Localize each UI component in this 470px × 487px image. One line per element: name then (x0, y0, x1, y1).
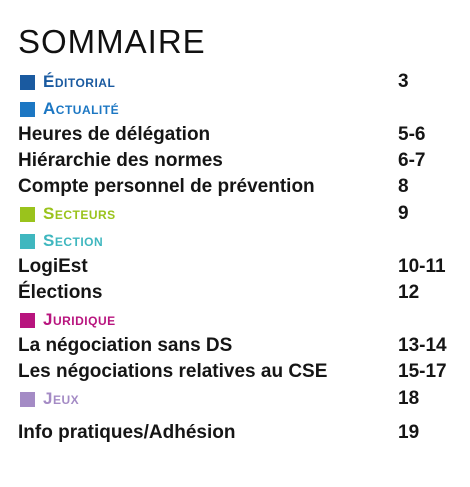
toc-entry[interactable]: Hiérarchie des normes 6-7 (18, 148, 458, 174)
page-number: 15-17 (398, 361, 447, 382)
page-number: 19 (398, 422, 420, 443)
page-title: SOMMAIRE (18, 23, 206, 60)
entry-title: Compte personnel de prévention (18, 176, 315, 197)
section-marker-square (20, 102, 35, 117)
toc-section-secteurs[interactable]: Secteurs 9 (18, 201, 458, 227)
toc-entry[interactable]: Les négociations relatives au CSE 15-17 (18, 359, 458, 385)
entry-title: Info pratiques/Adhésion (18, 422, 236, 443)
toc-list: Éditorial 3 Actualité Heures de délégati… (18, 68, 458, 446)
page-number: 5-6 (398, 124, 426, 145)
section-marker-square (20, 207, 35, 222)
section-title: Éditorial (43, 72, 116, 91)
entry-title: Élections (18, 282, 103, 303)
entry-title: Hiérarchie des normes (18, 150, 223, 171)
section-title: Actualité (43, 99, 120, 118)
page-number: 3 (398, 71, 409, 92)
section-title: Secteurs (43, 204, 116, 223)
section-marker-square (20, 75, 35, 90)
section-title: Jeux (43, 389, 80, 408)
entry-title: LogiEst (18, 256, 88, 277)
page-number: 9 (398, 203, 409, 224)
page-number: 12 (398, 282, 420, 303)
toc-entry[interactable]: LogiEst 10-11 (18, 254, 458, 280)
entry-title: Heures de délégation (18, 124, 211, 145)
section-marker-square (20, 313, 35, 328)
toc-entry[interactable]: Compte personnel de prévention 8 (18, 174, 458, 200)
toc-entry[interactable]: Heures de délégation 5-6 (18, 122, 458, 148)
page-number: 13-14 (398, 335, 447, 356)
page-number: 8 (398, 176, 409, 197)
page-number: 6-7 (398, 150, 426, 171)
toc-entry[interactable]: La négociation sans DS 13-14 (18, 333, 458, 359)
entry-title: Les négociations relatives au CSE (18, 361, 328, 382)
toc-section-juridique: Juridique (18, 307, 458, 333)
section-title: Section (43, 231, 104, 250)
toc-entry[interactable]: Info pratiques/Adhésion 19 (18, 420, 458, 446)
page-number: 10-11 (398, 256, 446, 277)
toc-section-editorial[interactable]: Éditorial 3 (18, 69, 458, 95)
toc-entry[interactable]: Élections 12 (18, 280, 458, 306)
section-marker-square (20, 392, 35, 407)
toc-section-actualite: Actualité (18, 96, 458, 122)
page-number: 18 (398, 388, 420, 409)
section-title: Juridique (43, 310, 116, 329)
section-marker-square (20, 234, 35, 249)
toc-section-section: Section (18, 228, 458, 254)
toc-section-jeux[interactable]: Jeux 18 (18, 386, 458, 412)
entry-title: La négociation sans DS (18, 335, 233, 356)
